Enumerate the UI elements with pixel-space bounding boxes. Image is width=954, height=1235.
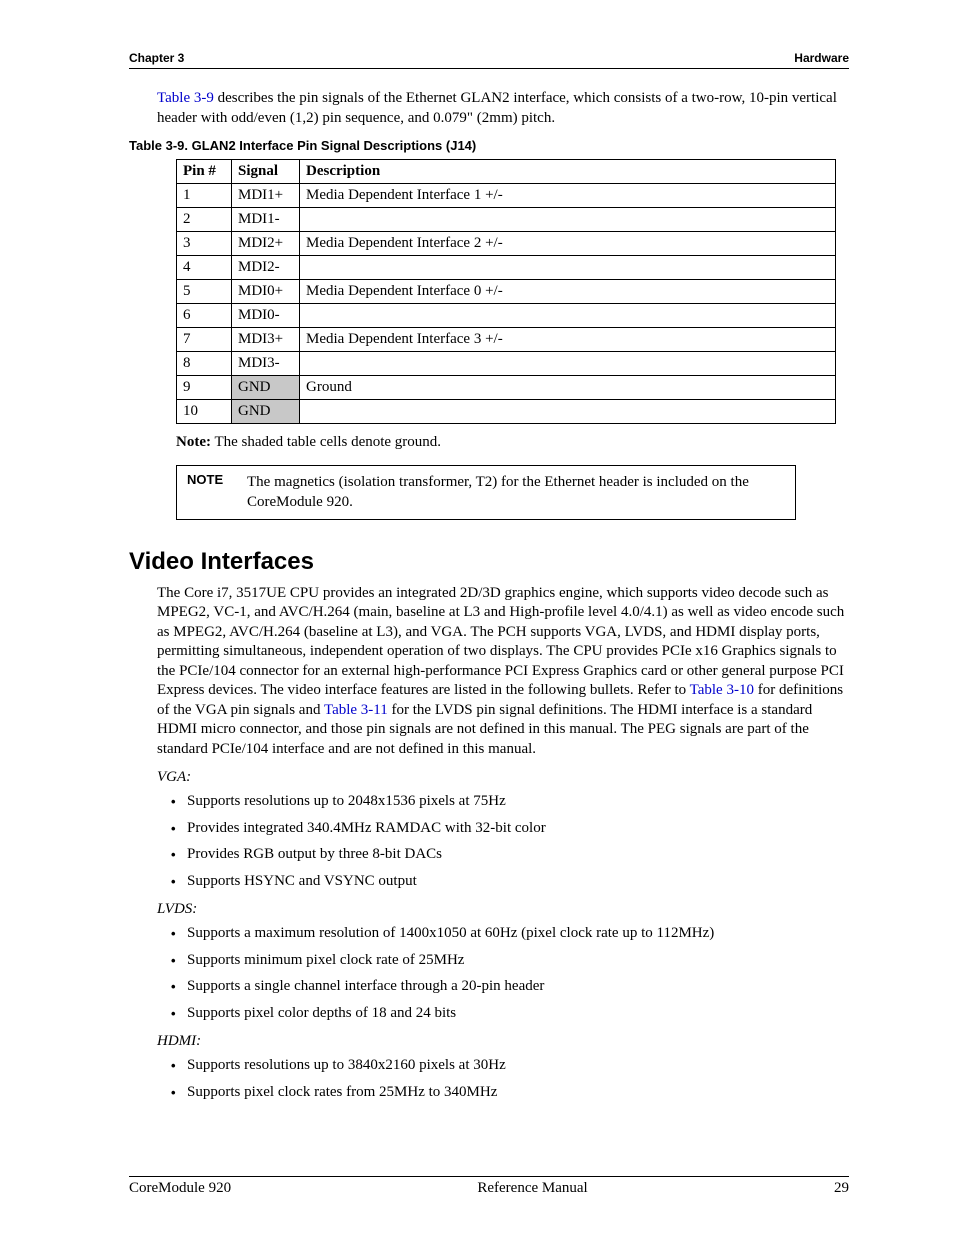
th-pin: Pin # (177, 160, 232, 184)
list-item: Supports pixel color depths of 18 and 24… (157, 1004, 849, 1024)
glan2-table: Pin # Signal Description 1MDI1+Media Dep… (176, 159, 836, 424)
footer-right: 29 (834, 1180, 849, 1197)
cell-pin: 2 (177, 208, 232, 232)
cell-signal: MDI3- (232, 352, 300, 376)
cell-desc: Media Dependent Interface 3 +/- (300, 328, 836, 352)
cell-signal: GND (232, 376, 300, 400)
table-row: 8MDI3- (177, 352, 836, 376)
vga-bullet-list: Supports resolutions up to 2048x1536 pix… (157, 792, 849, 891)
cell-desc (300, 304, 836, 328)
para-text-a: The Core i7, 3517UE CPU provides an inte… (157, 585, 844, 699)
vga-label: VGA (157, 769, 186, 785)
cell-signal: MDI1- (232, 208, 300, 232)
footer-left: CoreModule 920 (129, 1180, 231, 1197)
footer-center: Reference Manual (477, 1180, 587, 1197)
cell-pin: 5 (177, 280, 232, 304)
cell-pin: 9 (177, 376, 232, 400)
page-footer: CoreModule 920 Reference Manual 29 (129, 1176, 849, 1197)
intro-text: describes the pin signals of the Etherne… (157, 90, 837, 126)
cell-desc: Ground (300, 376, 836, 400)
note-text: The shaded table cells denote ground. (211, 434, 441, 450)
cell-pin: 1 (177, 184, 232, 208)
page-header: Chapter 3 Hardware (129, 51, 849, 69)
intro-paragraph: Table 3-9 describes the pin signals of t… (157, 89, 849, 128)
list-item: Supports a single channel interface thro… (157, 977, 849, 997)
section-paragraph: The Core i7, 3517UE CPU provides an inte… (157, 584, 849, 760)
table-row: 9GNDGround (177, 376, 836, 400)
section-body: The Core i7, 3517UE CPU provides an inte… (157, 584, 849, 1103)
note-box-text: The magnetics (isolation transformer, T2… (247, 472, 785, 513)
note-label: Note: (176, 434, 211, 450)
section-heading: Video Interfaces (129, 548, 849, 576)
list-item: Supports pixel clock rates from 25MHz to… (157, 1083, 849, 1103)
table-caption: Table 3-9. GLAN2 Interface Pin Signal De… (129, 138, 849, 153)
list-item: Supports minimum pixel clock rate of 25M… (157, 951, 849, 971)
lvds-bullet-list: Supports a maximum resolution of 1400x10… (157, 924, 849, 1023)
cell-desc (300, 400, 836, 424)
list-item: Provides RGB output by three 8-bit DACs (157, 845, 849, 865)
cell-pin: 6 (177, 304, 232, 328)
hdmi-label: HDMI (157, 1033, 196, 1049)
cell-signal: MDI2+ (232, 232, 300, 256)
note-box-label: NOTE (187, 472, 247, 513)
th-desc: Description (300, 160, 836, 184)
cell-pin: 8 (177, 352, 232, 376)
table-row: 4MDI2- (177, 256, 836, 280)
hdmi-subhead: HDMI: (157, 1033, 849, 1050)
cell-pin: 3 (177, 232, 232, 256)
list-item: Provides integrated 340.4MHz RAMDAC with… (157, 819, 849, 839)
table-ref-link-2[interactable]: Table 3-10 (690, 682, 754, 698)
table-header-row: Pin # Signal Description (177, 160, 836, 184)
list-item: Supports a maximum resolution of 1400x10… (157, 924, 849, 944)
note-box: NOTE The magnetics (isolation transforme… (176, 465, 796, 520)
table-row: 7MDI3+Media Dependent Interface 3 +/- (177, 328, 836, 352)
lvds-subhead: LVDS: (157, 901, 849, 918)
cell-signal: MDI0- (232, 304, 300, 328)
cell-desc (300, 352, 836, 376)
header-left: Chapter 3 (129, 51, 184, 65)
table-row: 5MDI0+Media Dependent Interface 0 +/- (177, 280, 836, 304)
list-item: Supports HSYNC and VSYNC output (157, 872, 849, 892)
th-signal: Signal (232, 160, 300, 184)
table-row: 10GND (177, 400, 836, 424)
hdmi-bullet-list: Supports resolutions up to 3840x2160 pix… (157, 1056, 849, 1102)
table-row: 2MDI1- (177, 208, 836, 232)
cell-signal: MDI1+ (232, 184, 300, 208)
lvds-label: LVDS (157, 901, 192, 917)
header-right: Hardware (794, 51, 849, 65)
table-row: 1MDI1+Media Dependent Interface 1 +/- (177, 184, 836, 208)
cell-desc: Media Dependent Interface 0 +/- (300, 280, 836, 304)
table-row: 6MDI0- (177, 304, 836, 328)
table-ref-link[interactable]: Table 3-9 (157, 90, 214, 106)
table-footnote: Note: The shaded table cells denote grou… (176, 434, 849, 451)
cell-desc: Media Dependent Interface 2 +/- (300, 232, 836, 256)
list-item: Supports resolutions up to 3840x2160 pix… (157, 1056, 849, 1076)
cell-signal: MDI3+ (232, 328, 300, 352)
cell-signal: MDI2- (232, 256, 300, 280)
cell-desc (300, 256, 836, 280)
cell-pin: 10 (177, 400, 232, 424)
cell-desc: Media Dependent Interface 1 +/- (300, 184, 836, 208)
list-item: Supports resolutions up to 2048x1536 pix… (157, 792, 849, 812)
table-row: 3MDI2+Media Dependent Interface 2 +/- (177, 232, 836, 256)
cell-desc (300, 208, 836, 232)
cell-signal: GND (232, 400, 300, 424)
cell-pin: 7 (177, 328, 232, 352)
table-ref-link-3[interactable]: Table 3-11 (324, 702, 388, 718)
cell-pin: 4 (177, 256, 232, 280)
cell-signal: MDI0+ (232, 280, 300, 304)
vga-subhead: VGA: (157, 769, 849, 786)
